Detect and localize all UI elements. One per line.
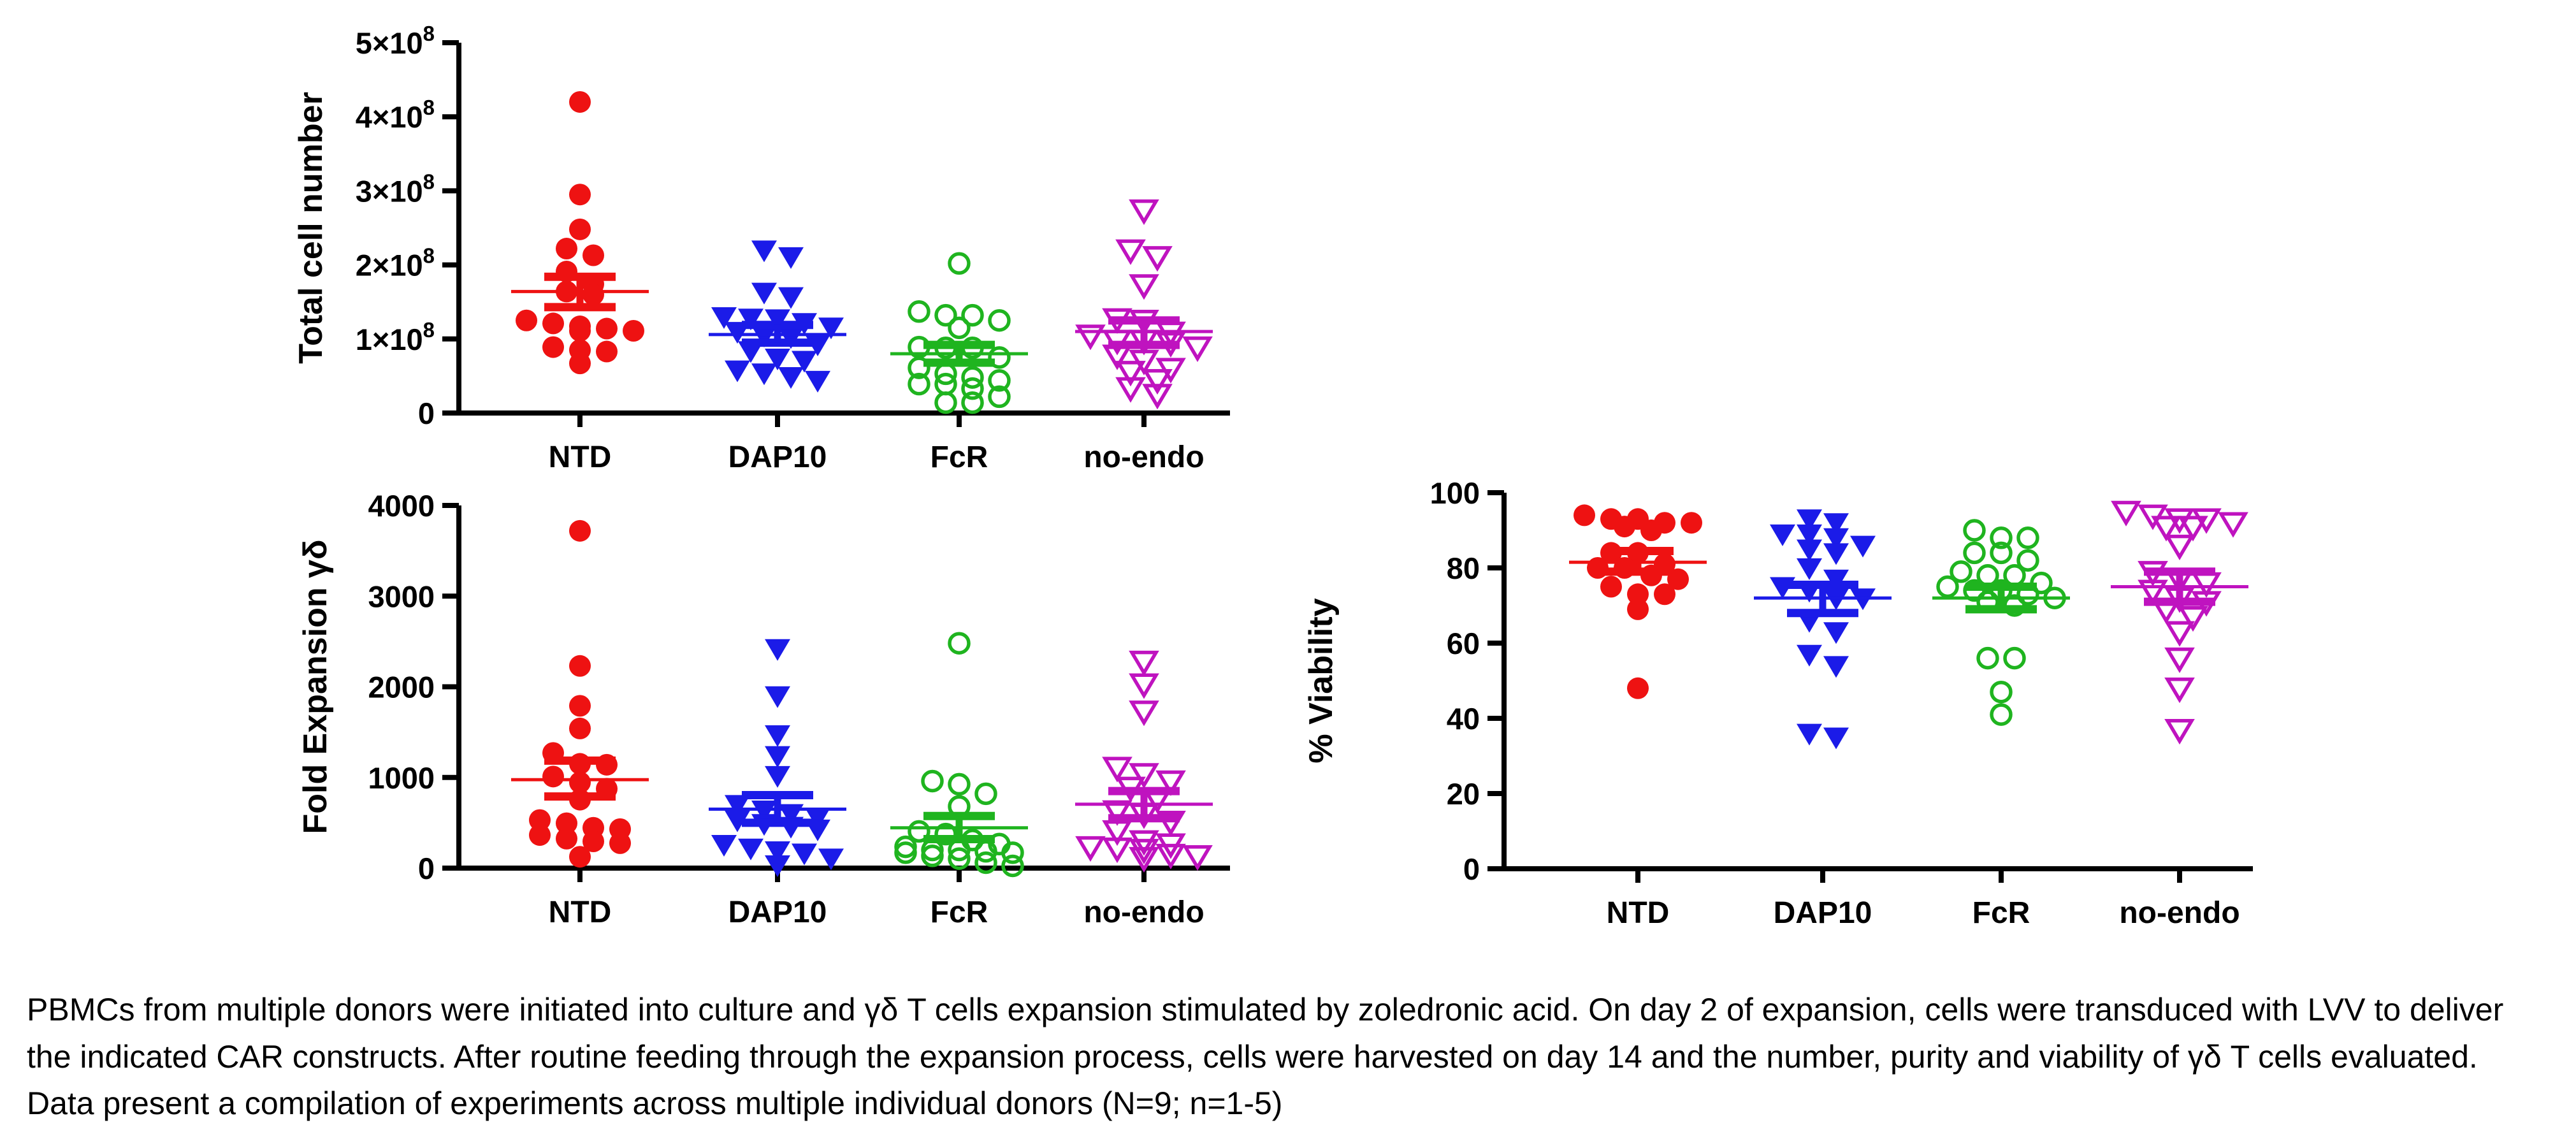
svg-text:4000: 4000 bbox=[368, 489, 435, 523]
svg-text:40: 40 bbox=[1447, 702, 1480, 736]
svg-text:80: 80 bbox=[1447, 551, 1480, 585]
svg-text:0: 0 bbox=[1463, 852, 1480, 886]
svg-text:60: 60 bbox=[1447, 627, 1480, 660]
svg-text:Total cell number: Total cell number bbox=[293, 92, 329, 364]
svg-text:5×108: 5×108 bbox=[356, 22, 435, 60]
svg-text:1×108: 1×108 bbox=[356, 318, 435, 356]
svg-text:NTD: NTD bbox=[549, 896, 612, 929]
svg-text:3000: 3000 bbox=[368, 579, 435, 613]
svg-text:20: 20 bbox=[1447, 777, 1480, 811]
svg-text:no-endo: no-endo bbox=[2119, 896, 2240, 930]
svg-text:3×108: 3×108 bbox=[356, 170, 435, 208]
figure-caption: PBMCs from multiple donors were initiate… bbox=[27, 992, 2504, 1121]
svg-text:1000: 1000 bbox=[368, 761, 435, 795]
svg-text:DAP10: DAP10 bbox=[1774, 896, 1872, 930]
svg-text:DAP10: DAP10 bbox=[728, 896, 827, 929]
svg-text:DAP10: DAP10 bbox=[728, 440, 827, 474]
svg-text:2000: 2000 bbox=[368, 671, 435, 704]
svg-text:no-endo: no-endo bbox=[1083, 896, 1204, 929]
chart-total-cell-number: 0 1×108 2×108 3×108 4×108 5×108 Total cell num… bbox=[293, 22, 1230, 474]
svg-text:FcR: FcR bbox=[930, 440, 988, 474]
svg-text:NTD: NTD bbox=[549, 440, 612, 474]
chart-percent-viability: 0 20 40 60 80 100 % Viability NTD DAP10 FcR no-end… bbox=[1303, 481, 2253, 930]
svg-text:100: 100 bbox=[1430, 481, 1480, 510]
svg-text:NTD: NTD bbox=[1607, 896, 1670, 930]
svg-text:no-endo: no-endo bbox=[1083, 440, 1204, 474]
svg-text:FcR: FcR bbox=[1972, 896, 2030, 930]
svg-text:4×108: 4×108 bbox=[356, 96, 435, 134]
svg-text:0: 0 bbox=[418, 852, 435, 885]
chart-fold-expansion: 0 1000 2000 3000 4000 Fold Expansion γδ NTD DAP… bbox=[297, 489, 1230, 929]
svg-text:0: 0 bbox=[418, 396, 435, 430]
svg-text:Fold Expansion γδ: Fold Expansion γδ bbox=[297, 539, 334, 834]
svg-text:FcR: FcR bbox=[930, 896, 988, 929]
svg-text:2×108: 2×108 bbox=[356, 244, 435, 282]
svg-text:% Viability: % Viability bbox=[1303, 598, 1340, 763]
